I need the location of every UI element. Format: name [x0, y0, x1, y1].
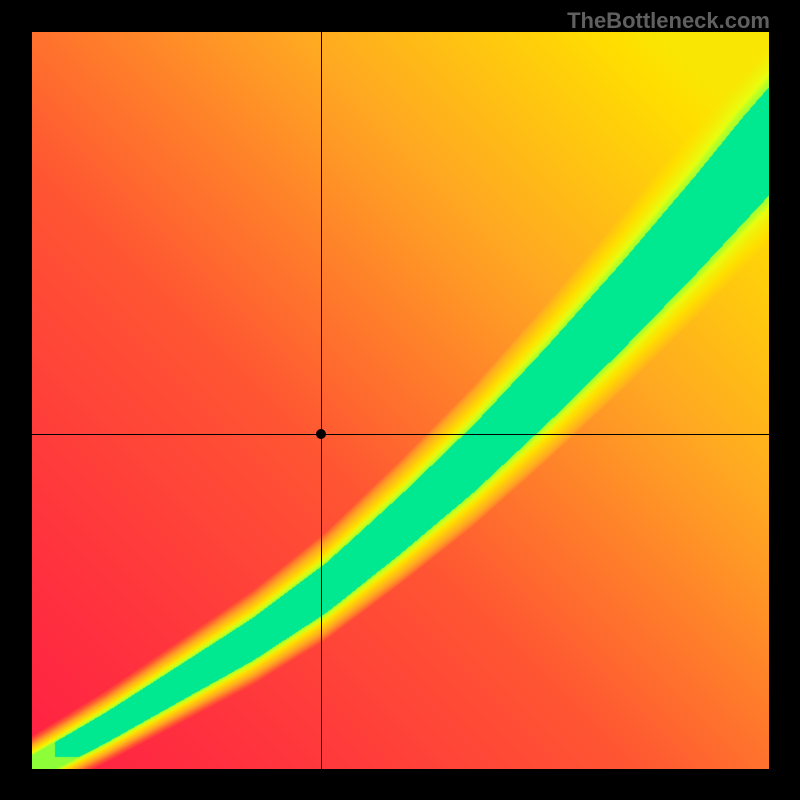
crosshair-horizontal — [32, 434, 769, 435]
crosshair-point — [316, 429, 326, 439]
chart-container: TheBottleneck.com — [0, 0, 800, 800]
heatmap-canvas — [32, 32, 769, 769]
plot-area — [32, 32, 769, 769]
crosshair-vertical — [321, 32, 322, 769]
watermark-text: TheBottleneck.com — [567, 8, 770, 34]
